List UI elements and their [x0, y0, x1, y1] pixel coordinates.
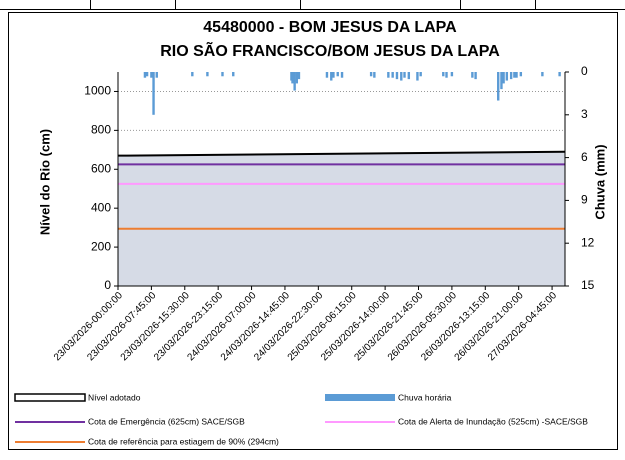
y-tick-label: 800 [91, 123, 111, 137]
rain-bar [519, 72, 523, 77]
rain-bar [400, 72, 403, 81]
rain-bar [369, 72, 373, 77]
y-axis-label: Nível do Rio (cm) [37, 129, 52, 235]
legend-label: Cota de Emergência (625cm) SACE/SGB [88, 416, 245, 426]
rain-bar [474, 72, 477, 80]
rain-bar [442, 72, 445, 77]
y2-tick-label: 3 [581, 107, 588, 121]
rain-bar [232, 72, 235, 77]
rain-bar [558, 72, 561, 77]
rain-bar [471, 72, 474, 78]
y2-tick-label: 6 [581, 150, 588, 164]
rain-bar [325, 72, 329, 78]
top-table-strip [0, 0, 625, 10]
rain-bar [145, 72, 149, 77]
y2-tick-label: 9 [581, 193, 588, 207]
chart-frame [8, 12, 618, 450]
rain-bar [395, 72, 399, 80]
legend-label: Cota de Alerta de Inundação (525cm) -SAC… [398, 416, 588, 426]
rain-bar [293, 72, 296, 91]
legend-swatch [14, 393, 86, 402]
legend-label: Nível adotado [88, 392, 141, 402]
rain-bar [407, 72, 411, 80]
rain-bar [206, 72, 209, 77]
legend-label: Cota de referência para estiagem de 90% … [88, 436, 279, 446]
rain-bar [155, 72, 158, 78]
y2-tick-label: 12 [581, 235, 595, 249]
rain-bar [509, 72, 513, 80]
rain-bar [143, 72, 147, 78]
rain-bar [152, 72, 155, 115]
rain-bar [332, 72, 335, 78]
legend-swatch [325, 394, 395, 401]
rain-bar [419, 72, 422, 77]
rain-bar [221, 72, 224, 77]
rain-bar [295, 72, 298, 84]
rain-bar [513, 72, 516, 78]
rain-bar [500, 72, 503, 90]
y2-tick-label: 15 [581, 278, 595, 292]
rain-bar [391, 72, 394, 78]
area-fill [118, 151, 565, 286]
y-tick-label: 200 [91, 239, 111, 253]
rain-bar [373, 72, 376, 78]
chart-title: 45480000 - BOM JESUS DA LAPA [203, 19, 457, 36]
rain-bar [191, 72, 194, 77]
y-tick-label: 0 [104, 278, 111, 292]
rain-bar [387, 72, 390, 78]
rain-bar [330, 72, 333, 81]
y-tick-label: 400 [91, 200, 111, 214]
level-line [117, 150, 566, 157]
y2-axis-label: Chuva (mm) [592, 144, 607, 219]
rain-bar [297, 72, 301, 80]
rain-bar [340, 72, 344, 78]
y-tick-label: 1000 [84, 84, 111, 98]
rain-bar [450, 72, 454, 77]
y2-tick-label: 0 [581, 64, 588, 78]
rain-bar [336, 72, 339, 77]
rain-bar [291, 72, 294, 84]
rain-bar [403, 72, 406, 78]
legend-label: Chuva horária [398, 392, 452, 402]
rain-bar [505, 72, 509, 81]
rain-bar [497, 72, 500, 101]
rain-bar [541, 72, 544, 77]
rain-bar [445, 72, 448, 78]
rain-bar [502, 72, 505, 84]
y-tick-label: 600 [91, 161, 111, 175]
chart-subtitle: RIO SÃO FRANCISCO/BOM JESUS DA LAPA [160, 40, 500, 60]
rain-bar [515, 72, 518, 78]
rain-bar [150, 72, 153, 78]
rain-bar [416, 72, 419, 81]
